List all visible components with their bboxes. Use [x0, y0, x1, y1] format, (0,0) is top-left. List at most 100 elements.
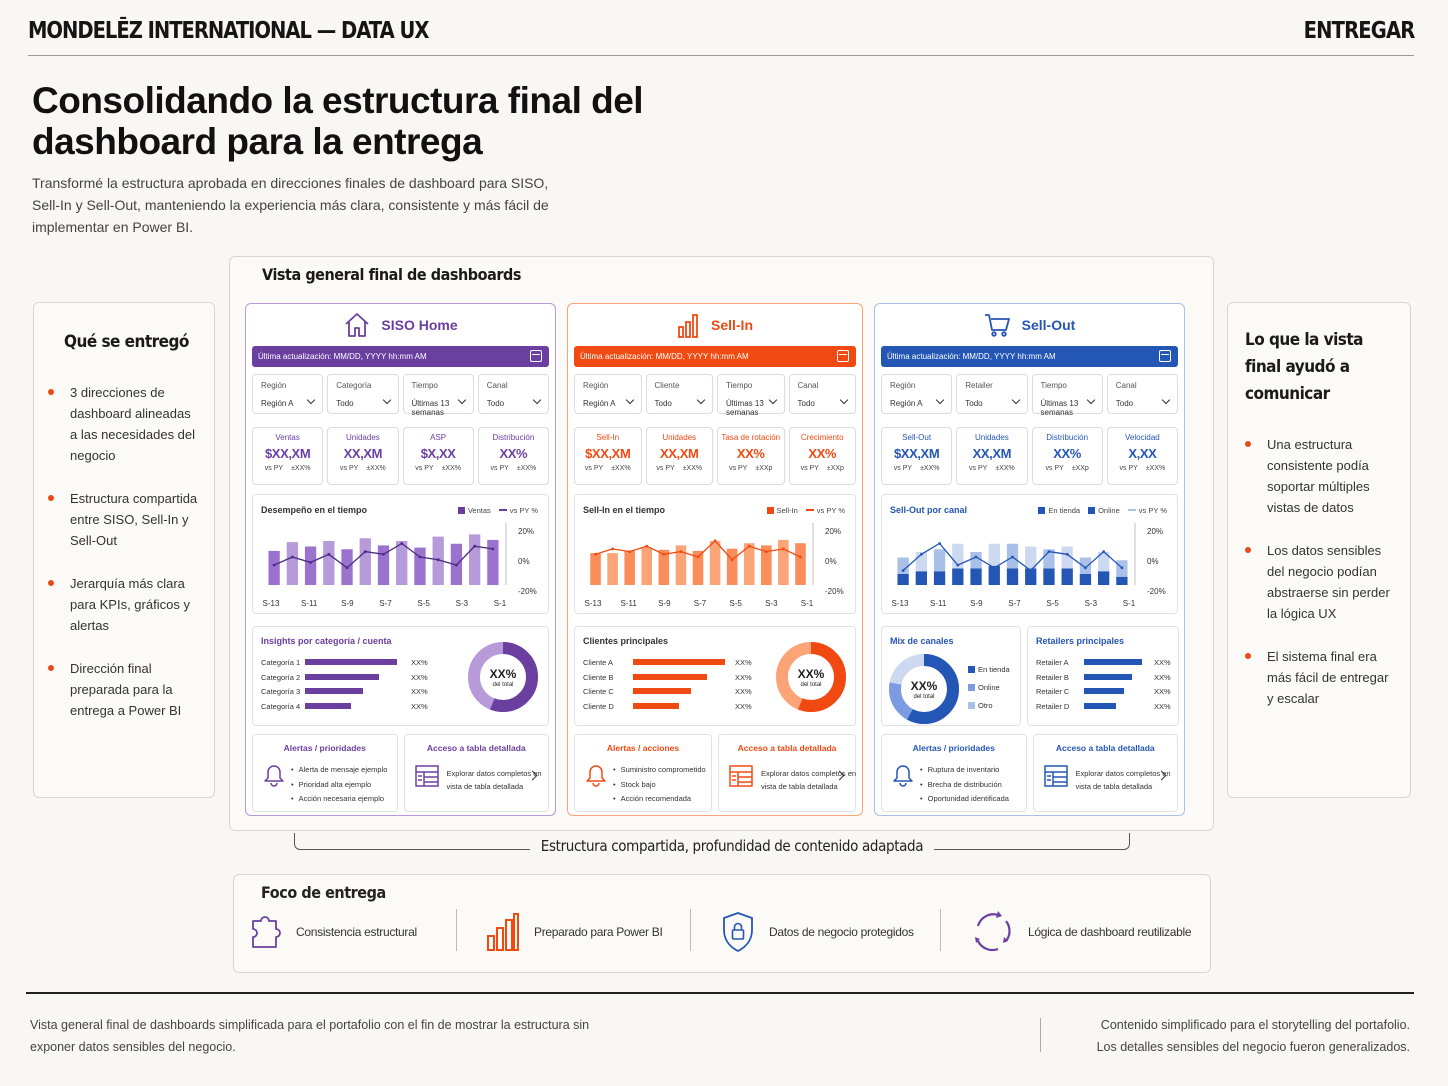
- filter-dropdown[interactable]: Región Región A: [881, 374, 953, 414]
- x-tick-label: S-1: [800, 599, 814, 608]
- kpi-value: XX,XM: [660, 446, 699, 461]
- calendar-icon[interactable]: [1159, 350, 1171, 362]
- x-tick-label: S-3: [765, 599, 778, 608]
- alert-item: Alerta de mensaje ejemplo: [291, 763, 388, 778]
- kpi-vs: vs PY: [340, 465, 359, 472]
- line-point: [594, 552, 597, 556]
- alerts-card: Alertas / acciones Suministro comprometi…: [574, 734, 712, 812]
- insight-label: Categoría 3: [261, 687, 301, 696]
- detail-table-link[interactable]: Acceso a tabla detallada Explorar datos …: [718, 734, 856, 812]
- kpi-label: Velocidad: [1125, 433, 1160, 442]
- kpi-label: Unidades: [345, 433, 380, 442]
- line-point: [1047, 550, 1051, 553]
- filter-dropdown[interactable]: Cliente Todo: [645, 374, 713, 414]
- bar: [641, 547, 653, 585]
- dashboard-panel: Sell-In Última actualización: MM/DD, YYY…: [567, 303, 863, 816]
- kpi-card: Distribución XX% vs PY ±XX%: [477, 427, 549, 485]
- insight-bar: [633, 673, 707, 680]
- bar-in-store: [1079, 574, 1092, 585]
- last-updated-bar: Última actualización: MM/DD, YYYY hh:mm …: [881, 346, 1178, 367]
- line-point: [901, 569, 905, 572]
- line-point: [491, 547, 495, 551]
- line-point: [1029, 569, 1033, 572]
- filter-dropdown[interactable]: Región Región A: [574, 374, 642, 414]
- communicated-card: Lo que la vista final ayudó a comunicar …: [1227, 302, 1411, 798]
- x-tick-label: S-9: [658, 599, 671, 608]
- filter-label: Categoría: [336, 381, 372, 390]
- line-point: [473, 544, 477, 548]
- filter-dropdown[interactable]: Región Región A: [252, 374, 324, 414]
- filter-dropdown[interactable]: Categoría Todo: [327, 374, 399, 414]
- chart-title: Sell-In en el tiempo: [583, 505, 666, 515]
- kpi-row: Sell-In $XX,XM vs PY ±XX% Unidades XX,XM vs PY…: [574, 427, 856, 485]
- bar-in-store: [952, 568, 964, 585]
- x-tick-label: S-5: [729, 599, 742, 608]
- cart-icon: [984, 314, 1010, 337]
- line-point: [436, 558, 440, 562]
- delivered-card: Qué se entregó 3 direcciones de dashboar…: [33, 302, 215, 798]
- bar: [414, 547, 426, 585]
- kpi-delta: ±XX%: [366, 465, 386, 472]
- donut-sub: del total: [800, 682, 822, 688]
- donut-value: XX%: [910, 679, 938, 693]
- kpi-delta: ±XX%: [682, 465, 703, 472]
- alert-item: Ruptura de inventario: [920, 763, 1009, 778]
- detail-table-link[interactable]: Acceso a tabla detallada Explorar datos …: [1032, 734, 1178, 812]
- kpi-label: Distribución: [1046, 433, 1089, 442]
- legend-label: En tienda: [1048, 506, 1081, 515]
- panel-title: SISO Home: [381, 317, 458, 333]
- bar-in-store: [1116, 576, 1128, 585]
- filter-dropdown[interactable]: Retailer Todo: [956, 374, 1028, 414]
- donut-sub: del total: [492, 682, 514, 688]
- alert-item: Acción recomendada: [613, 792, 706, 807]
- last-updated-bar: Última actualización: MM/DD, YYYY hh:mm …: [252, 346, 549, 367]
- filter-value: Últimas 13 semanas: [411, 399, 450, 417]
- shield-lock-icon: [723, 912, 753, 953]
- line-point: [679, 550, 683, 553]
- kpi-delta: ±XX%: [920, 465, 940, 472]
- filter-dropdown[interactable]: Canal Todo: [788, 374, 856, 414]
- line-point: [645, 544, 649, 548]
- kpi-card: Unidades XX,XM vs PY ±XX%: [956, 427, 1028, 485]
- line-point: [1065, 552, 1069, 556]
- page-header: MONDELĒZ INTERNATIONAL — DATA UX ENTREGA…: [28, 14, 1415, 56]
- kpi-delta: ±XX%: [516, 465, 537, 472]
- filter-label: Tiempo: [411, 381, 438, 390]
- line-point: [662, 552, 666, 556]
- kpi-label: Unidades: [662, 433, 697, 442]
- alert-item: Prioridad alta ejemplo: [291, 778, 387, 793]
- alerts-title: Alertas / prioridades: [283, 743, 366, 753]
- filter-dropdown[interactable]: Canal Todo: [477, 374, 549, 414]
- chart-plot: [268, 523, 507, 585]
- bar-in-store: [1061, 568, 1073, 585]
- kpi-label: Crecimiento: [800, 433, 844, 442]
- calendar-icon[interactable]: [530, 350, 542, 362]
- insight-bar: [305, 702, 351, 709]
- calendar-icon[interactable]: [837, 350, 849, 362]
- filter-dropdown[interactable]: Tiempo Últimas 13 semanas: [1031, 374, 1103, 417]
- filter-dropdown[interactable]: Tiempo Últimas 13 semanas: [717, 374, 785, 417]
- insight-bar: [305, 659, 397, 665]
- retailer-bar: [1084, 659, 1142, 665]
- x-tick-label: S-13: [584, 599, 602, 608]
- alerts-card: Alertas / prioridades Ruptura de inventa…: [881, 734, 1027, 812]
- alerts-title: Alertas / acciones: [606, 743, 680, 753]
- footer-note-right: Contenido simplificado para el storytell…: [1096, 1018, 1410, 1054]
- kpi-row: Sell-Out $XX,XM vs PY ±XX% Unidades XX,XM vs P…: [881, 427, 1178, 485]
- list-item: El sistema final era más fácil de entreg…: [1245, 646, 1393, 709]
- insight-value: XX%: [411, 672, 428, 682]
- kpi-value: $XX,XM: [264, 446, 311, 461]
- filter-dropdown[interactable]: Canal Todo: [1106, 374, 1178, 414]
- bar: [396, 541, 408, 585]
- trend-chart: Sell-Out por canal En tienda Online vs PY…: [881, 494, 1178, 614]
- filter-dropdown[interactable]: Tiempo Últimas 13 semanas: [402, 374, 474, 417]
- kpi-delta: ±XX%: [291, 465, 311, 472]
- retailer-label: Retailer C: [1036, 687, 1070, 696]
- delivery-focus: Foco de entrega Consistencia estructural…: [233, 874, 1211, 973]
- detail-table-link[interactable]: Acceso a tabla detallada Explorar datos …: [403, 734, 549, 812]
- kpi-vs: vs PY: [800, 465, 819, 472]
- filter-row: Región Región A Cliente Todo Tiempo Últimas 1…: [574, 374, 856, 417]
- y-tick-label: 0%: [825, 557, 837, 566]
- line-point: [272, 563, 276, 567]
- detail-text: Explorar datos completos en vista de tab…: [446, 769, 542, 791]
